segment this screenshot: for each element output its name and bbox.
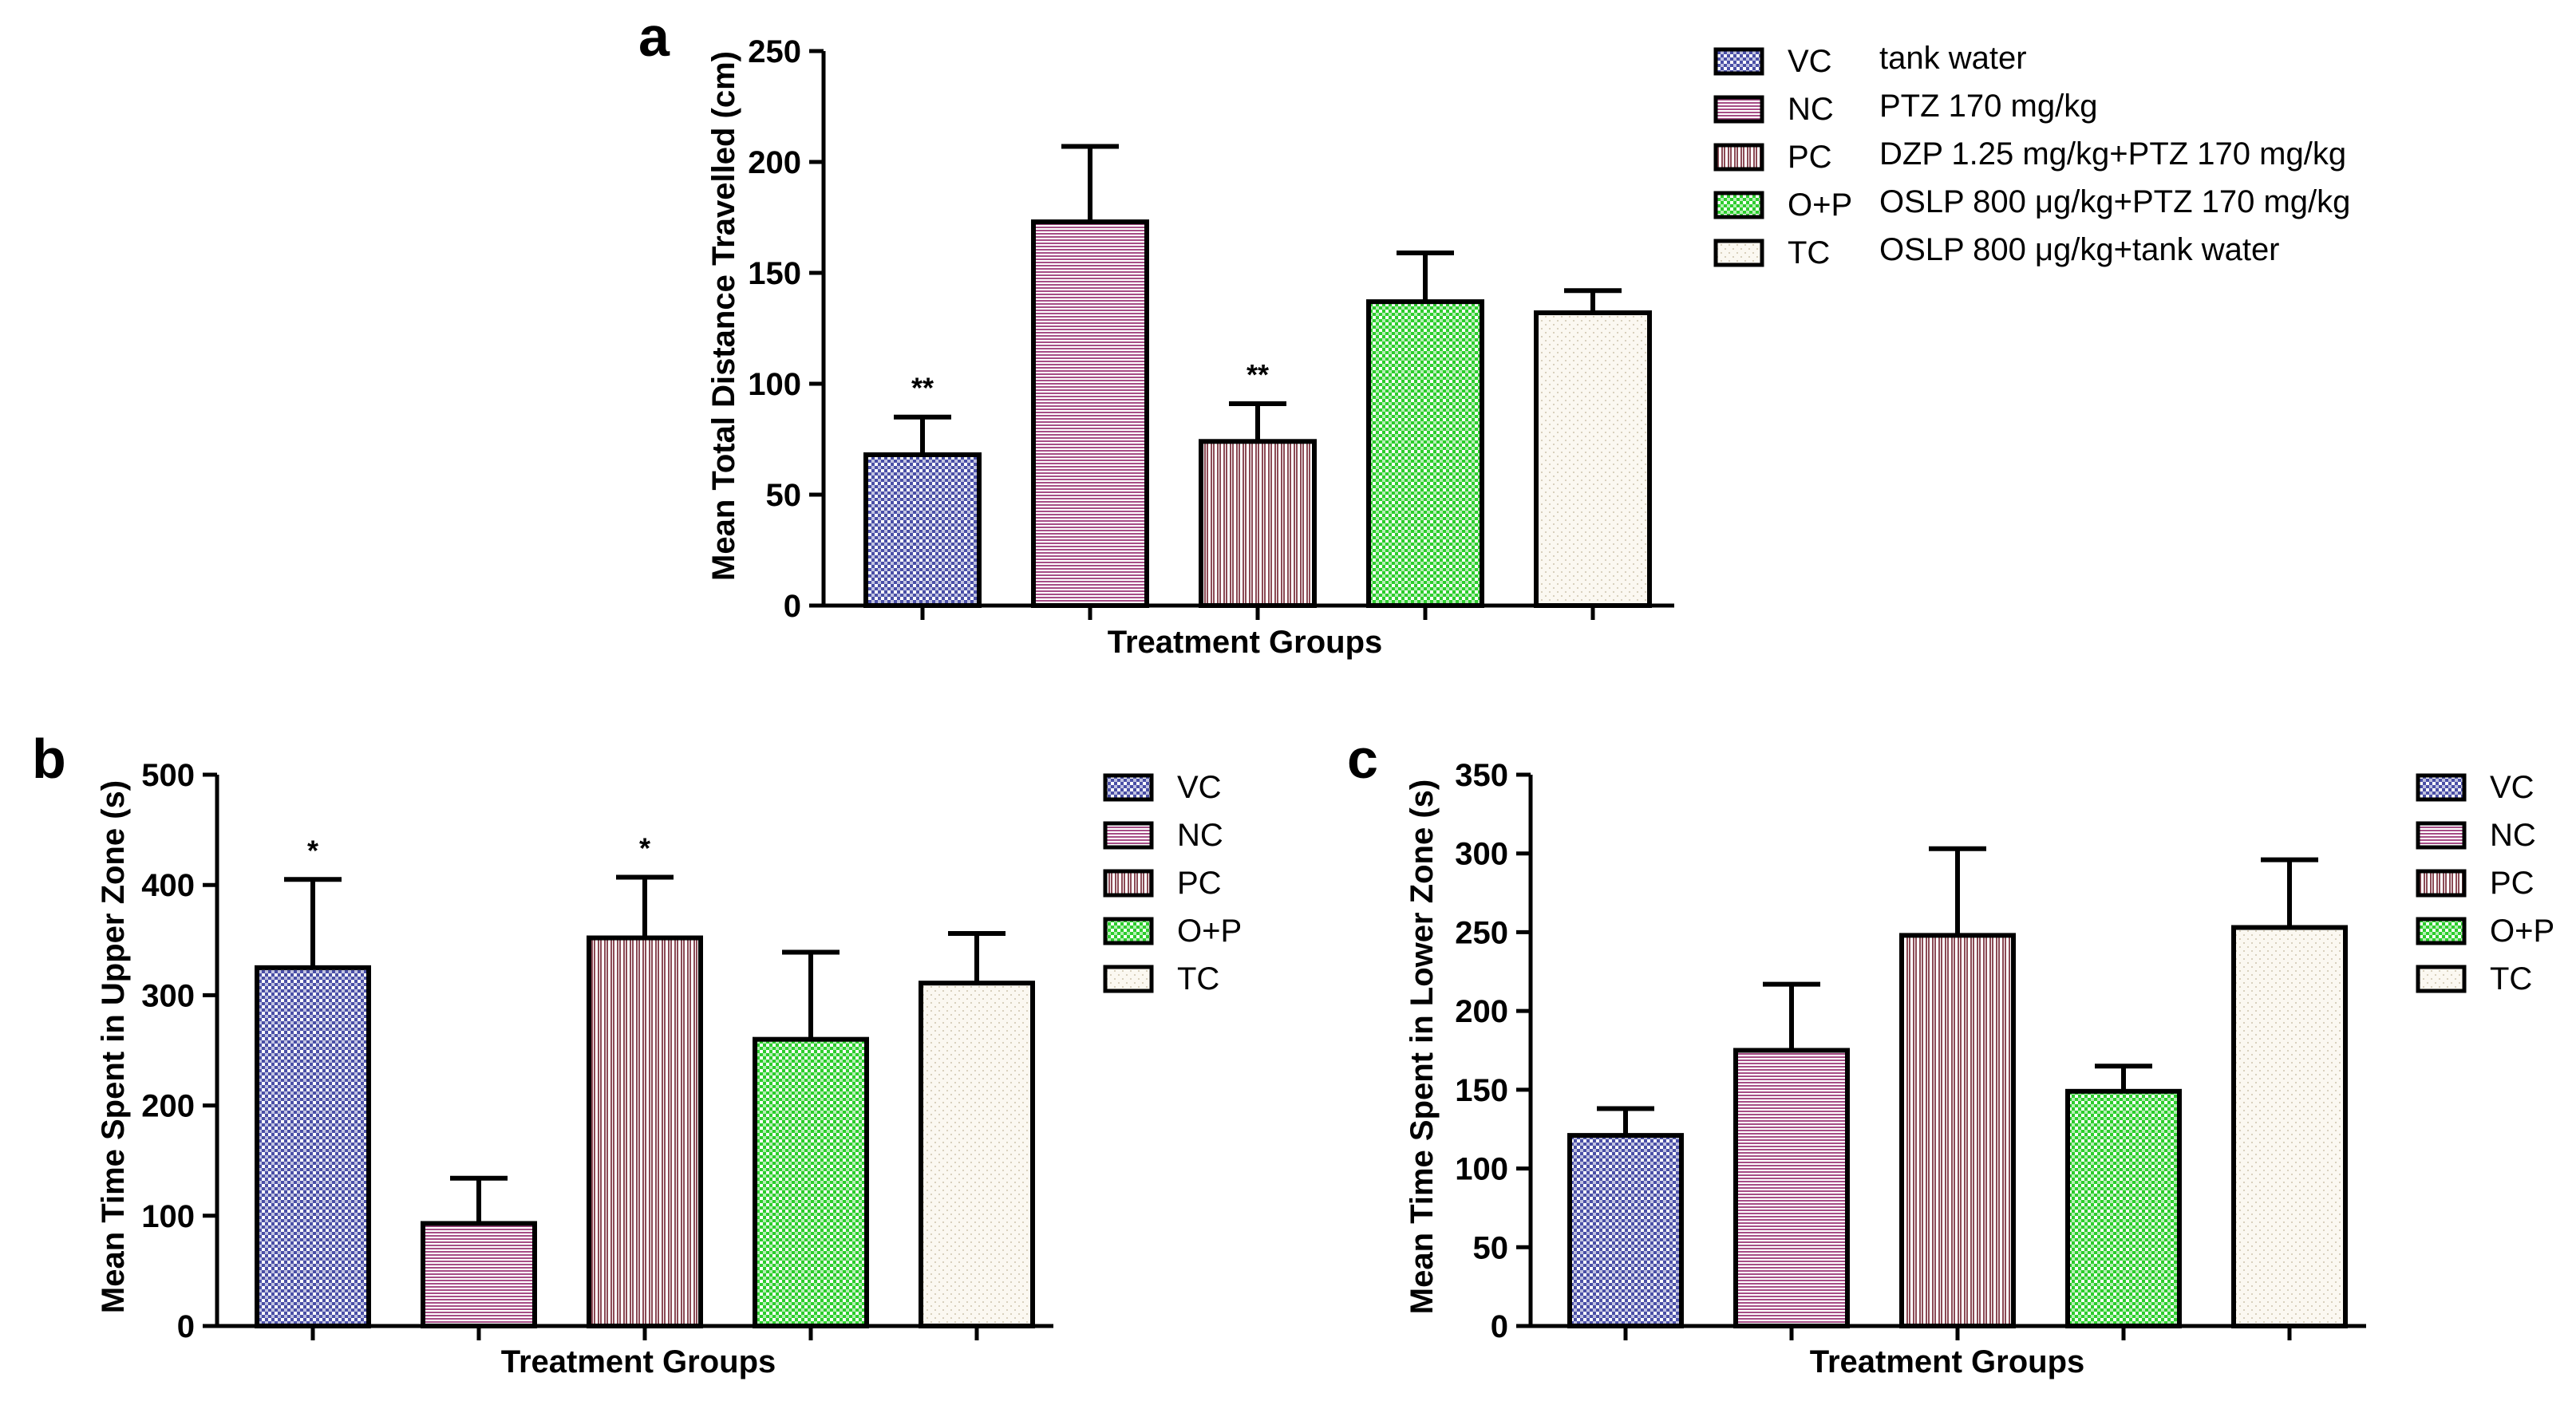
x-axis-title: Treatment Groups — [1108, 625, 1383, 660]
legend-code: TC — [1788, 235, 1830, 270]
legend-swatch-nc — [1713, 95, 1764, 124]
bar-tc — [2231, 925, 2348, 1329]
y-tick-label: 500 — [141, 758, 195, 793]
legend-swatch-nc — [2416, 821, 2467, 850]
legend: VC NC PC O+P TC — [2416, 770, 2554, 996]
y-tick-label: 100 — [1455, 1152, 1508, 1187]
legend-code: NC — [1177, 818, 1223, 853]
y-tick-label: 200 — [748, 145, 801, 180]
significance-label: * — [639, 832, 650, 865]
legend-swatch-pc — [1103, 869, 1154, 898]
panel-letter: b — [32, 728, 66, 790]
chart-panel-b: b Mean Time Spent in Upper Zone (s) Trea… — [32, 728, 1242, 1379]
bar-nc — [1031, 219, 1149, 608]
y-axis-title: Mean Time Spent in Upper Zone (s) — [96, 780, 131, 1313]
legend-code: O+P — [1177, 914, 1242, 949]
legend-swatch-pc — [2416, 869, 2467, 898]
legend-code: TC — [2490, 961, 2532, 996]
bar-vc — [863, 452, 982, 609]
bar-vc — [1567, 1133, 1684, 1329]
legend-swatch-opp — [1103, 917, 1154, 945]
bar-tc — [919, 981, 1035, 1328]
y-tick-label: 350 — [1455, 758, 1508, 793]
x-axis-title: Treatment Groups — [501, 1344, 776, 1379]
panel-letter: a — [638, 6, 670, 68]
significance-label: * — [307, 834, 318, 866]
legend-description: OSLP 800 μg/kg+PTZ 170 mg/kg — [1879, 184, 2350, 219]
y-axis-title: Mean Time Spent in Lower Zone (s) — [1405, 779, 1440, 1314]
chart-panel-a: a Mean Total Distance Travelled (cm) Tre… — [638, 6, 2350, 660]
y-tick-label: 100 — [748, 367, 801, 402]
significance-label: ** — [1247, 358, 1269, 391]
legend-code: NC — [1788, 92, 1834, 127]
legend-swatch-tc — [1103, 965, 1154, 993]
bar-nc — [421, 1221, 537, 1328]
legend-code: VC — [1788, 44, 1832, 79]
y-tick-label: 200 — [141, 1089, 195, 1124]
y-tick-label: 400 — [141, 868, 195, 903]
legend-description: PTZ 170 mg/kg — [1879, 89, 2097, 124]
legend-code: VC — [1177, 770, 1222, 805]
y-tick-label: 150 — [748, 256, 801, 291]
y-tick-label: 300 — [141, 978, 195, 1013]
legend-code: PC — [2490, 866, 2535, 901]
y-tick-label: 300 — [1455, 837, 1508, 872]
bar-pc — [1199, 439, 1317, 609]
legend-swatch-opp — [1713, 191, 1764, 219]
chart-panel-c: c Mean Time Spent in Lower Zone (s) Trea… — [1347, 728, 2554, 1379]
legend: VC tank water NC PTZ 170 mg/kg PC DZP 1.25 mg… — [1713, 41, 2350, 270]
bar-nc — [1733, 1048, 1850, 1328]
bar-pc — [1899, 933, 2016, 1329]
legend-description: OSLP 800 μg/kg+tank water — [1879, 232, 2280, 267]
legend-swatch-nc — [1103, 821, 1154, 850]
legend: VC NC PC O+P TC — [1103, 770, 1242, 996]
bar-opp — [753, 1036, 869, 1329]
y-tick-label: 200 — [1455, 994, 1508, 1029]
legend-description: tank water — [1879, 41, 2027, 76]
legend-code: NC — [2490, 818, 2536, 853]
legend-code: VC — [2490, 770, 2535, 805]
legend-swatch-pc — [1713, 143, 1764, 172]
y-tick-label: 100 — [141, 1199, 195, 1234]
y-tick-label: 50 — [1473, 1230, 1509, 1265]
bar-vc — [255, 965, 371, 1328]
legend-swatch-vc — [2416, 773, 2467, 802]
y-tick-label: 150 — [1455, 1073, 1508, 1108]
legend-code: O+P — [1788, 187, 1852, 223]
legend-code: O+P — [2490, 914, 2554, 949]
plot-area: 0 50 100 150 200 250 ** ** — [748, 34, 1674, 624]
x-axis-title: Treatment Groups — [1810, 1344, 2085, 1379]
bar-pc — [587, 935, 703, 1328]
y-tick-label: 0 — [177, 1309, 195, 1344]
legend-swatch-tc — [1713, 239, 1764, 267]
bar-opp — [2065, 1088, 2182, 1328]
legend-swatch-opp — [2416, 917, 2467, 945]
legend-swatch-vc — [1103, 773, 1154, 802]
legend-swatch-vc — [1713, 47, 1764, 76]
plot-area: 0 100 200 300 400 500 * * — [141, 758, 1053, 1344]
y-axis-title: Mean Total Distance Travelled (cm) — [706, 51, 741, 581]
panel-letter: c — [1347, 728, 1378, 790]
plot-area: 0 50 100 150 200 250 300 350 — [1455, 758, 2366, 1344]
legend-code: TC — [1177, 961, 1219, 996]
y-tick-label: 50 — [766, 478, 802, 513]
y-tick-label: 0 — [784, 589, 801, 624]
y-tick-label: 0 — [1491, 1309, 1508, 1344]
legend-code: PC — [1788, 140, 1832, 175]
legend-description: DZP 1.25 mg/kg+PTZ 170 mg/kg — [1879, 136, 2346, 172]
bar-opp — [1366, 299, 1484, 608]
y-tick-label: 250 — [1455, 915, 1508, 950]
y-tick-label: 250 — [748, 34, 801, 69]
legend-code: PC — [1177, 866, 1222, 901]
bar-tc — [1534, 310, 1652, 608]
significance-label: ** — [911, 372, 934, 405]
legend-swatch-tc — [2416, 965, 2467, 993]
